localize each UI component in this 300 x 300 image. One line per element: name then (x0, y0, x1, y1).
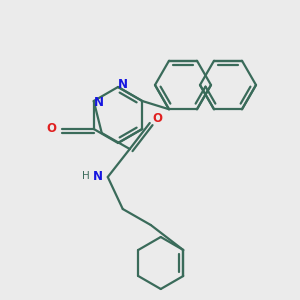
Text: N: N (93, 169, 103, 182)
Text: O: O (47, 122, 57, 136)
Text: N: N (94, 97, 104, 110)
Text: O: O (153, 112, 163, 125)
Text: N: N (118, 79, 128, 92)
Text: H: H (82, 171, 90, 181)
